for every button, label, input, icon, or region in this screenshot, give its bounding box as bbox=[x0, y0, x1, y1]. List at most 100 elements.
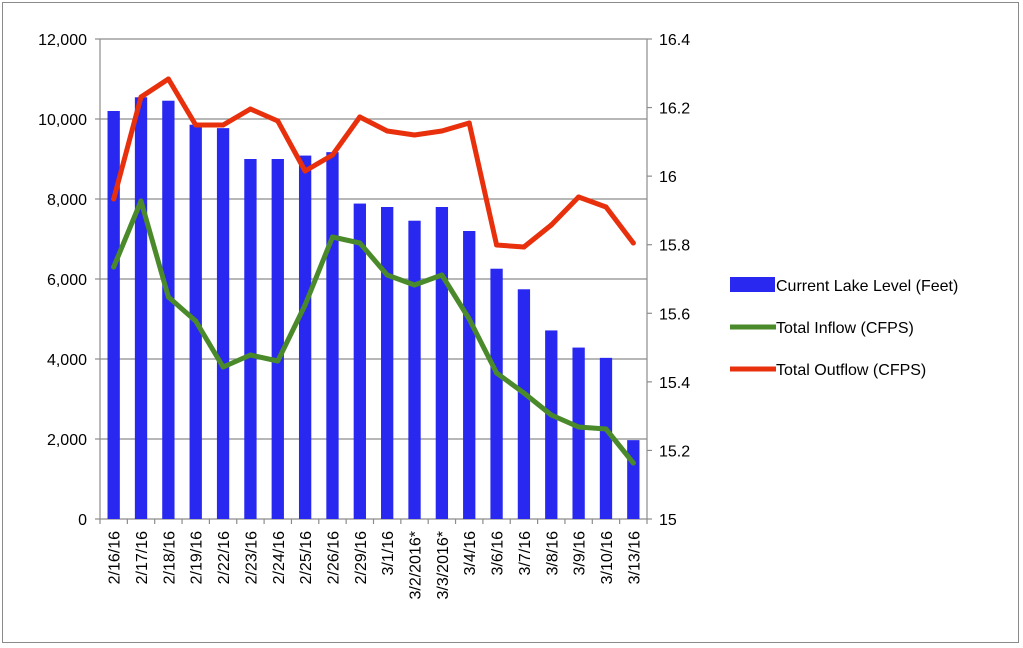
right-tick-label: 16 bbox=[659, 169, 677, 186]
bar bbox=[408, 220, 421, 519]
right-tick-label: 16.2 bbox=[659, 101, 690, 118]
line-point bbox=[193, 122, 199, 128]
line-point bbox=[384, 128, 390, 134]
bar bbox=[627, 440, 640, 519]
line-point bbox=[466, 120, 472, 126]
line-point bbox=[357, 114, 363, 120]
left-tick-label: 6,000 bbox=[47, 272, 87, 289]
left-tick-label: 8,000 bbox=[47, 192, 87, 209]
bar bbox=[463, 231, 476, 519]
bar bbox=[381, 207, 394, 519]
bar bbox=[216, 128, 230, 519]
line-point bbox=[548, 222, 554, 228]
line-point bbox=[548, 412, 554, 418]
legend-label: Current Lake Level (Feet) bbox=[776, 278, 958, 295]
legend-label: Total Inflow (CFPS) bbox=[776, 320, 914, 337]
legend-label: Total Outflow (CFPS) bbox=[776, 362, 926, 379]
bar bbox=[545, 330, 558, 519]
line-point bbox=[138, 94, 144, 100]
line-point bbox=[329, 234, 335, 240]
line-point bbox=[630, 460, 636, 466]
x-tick-label: 2/26/16 bbox=[325, 531, 342, 584]
line-point bbox=[412, 132, 418, 138]
right-tick-label: 16.4 bbox=[659, 32, 690, 49]
line-point bbox=[494, 370, 500, 376]
legend-swatch bbox=[730, 277, 775, 292]
line-point bbox=[193, 318, 199, 324]
bar bbox=[162, 100, 175, 519]
x-tick-label: 2/24/16 bbox=[271, 531, 288, 584]
bar bbox=[517, 289, 531, 519]
line-point bbox=[165, 294, 171, 300]
x-tick-label: 2/22/16 bbox=[216, 531, 233, 584]
x-tick-label: 2/19/16 bbox=[189, 531, 206, 584]
line-point bbox=[302, 302, 308, 308]
line-point bbox=[439, 272, 445, 278]
x-tick-label: 3/6/16 bbox=[490, 531, 507, 576]
line-point bbox=[521, 390, 527, 396]
line-point bbox=[439, 128, 445, 134]
line-point bbox=[603, 426, 609, 432]
line-point bbox=[329, 152, 335, 158]
right-tick-label: 15.8 bbox=[659, 238, 690, 255]
bar bbox=[599, 357, 613, 519]
line-point bbox=[603, 204, 609, 210]
x-tick-label: 2/18/16 bbox=[161, 531, 178, 584]
bar bbox=[298, 155, 312, 520]
line-point bbox=[275, 118, 281, 124]
line-point bbox=[357, 240, 363, 246]
bar bbox=[107, 111, 120, 519]
left-tick-label: 4,000 bbox=[47, 352, 87, 369]
left-tick-label: 2,000 bbox=[47, 432, 87, 449]
right-tick-label: 15.4 bbox=[659, 375, 690, 392]
line-point bbox=[521, 244, 527, 250]
axes: 0 2,000 4,000 6,000 8,000 10,000 12,000 15 15.2 1… bbox=[38, 32, 690, 600]
right-tick-label: 15 bbox=[659, 512, 677, 529]
bar bbox=[572, 347, 585, 519]
line-point bbox=[466, 316, 472, 322]
x-tick-label: 3/13/16 bbox=[626, 531, 643, 584]
x-tick-label: 3/10/16 bbox=[599, 531, 616, 584]
line-point bbox=[165, 76, 171, 82]
x-tick-label: 3/1/16 bbox=[380, 531, 397, 576]
line-point bbox=[138, 198, 144, 204]
lake-level-chart: 0 2,000 4,000 6,000 8,000 10,000 12,000 15 15.2 1… bbox=[38, 32, 958, 600]
bar bbox=[244, 159, 257, 519]
bar bbox=[353, 203, 366, 520]
gridlines bbox=[100, 38, 647, 520]
bar bbox=[490, 268, 503, 519]
line-point bbox=[302, 168, 308, 174]
x-tick-label: 3/7/16 bbox=[517, 531, 534, 576]
x-tick-label: 2/16/16 bbox=[107, 531, 124, 584]
left-tick-label: 12,000 bbox=[38, 32, 87, 49]
x-tick-label: 2/25/16 bbox=[298, 531, 315, 584]
bar-series-lake-level bbox=[107, 97, 640, 520]
x-tick-label: 3/9/16 bbox=[572, 531, 589, 576]
bar bbox=[134, 97, 148, 520]
right-tick-label: 15.6 bbox=[659, 306, 690, 323]
bar bbox=[271, 159, 284, 519]
left-tick-label: 10,000 bbox=[38, 112, 87, 129]
line-point bbox=[111, 264, 117, 270]
x-tick-label: 3/3/2016* bbox=[435, 531, 452, 600]
x-tick-label: 3/4/16 bbox=[462, 531, 479, 576]
series-line bbox=[111, 198, 636, 466]
line-point bbox=[412, 282, 418, 288]
x-tick-label: 3/8/16 bbox=[544, 531, 561, 576]
line-point bbox=[247, 352, 253, 358]
x-tick-label: 2/23/16 bbox=[243, 531, 260, 584]
x-tick-label: 3/2/2016* bbox=[408, 531, 425, 600]
bar bbox=[326, 152, 339, 519]
bar bbox=[435, 207, 449, 519]
line-point bbox=[494, 242, 500, 248]
legend: Current Lake Level (Feet) Total Inflow (C… bbox=[730, 277, 958, 379]
series-line bbox=[111, 76, 636, 250]
line-point bbox=[275, 358, 281, 364]
line-point bbox=[384, 272, 390, 278]
line-point bbox=[220, 122, 226, 128]
x-tick-label: 2/29/16 bbox=[353, 531, 370, 584]
line-point bbox=[630, 240, 636, 246]
line-point bbox=[111, 196, 117, 202]
line-point bbox=[247, 106, 253, 112]
line-series bbox=[111, 76, 636, 466]
